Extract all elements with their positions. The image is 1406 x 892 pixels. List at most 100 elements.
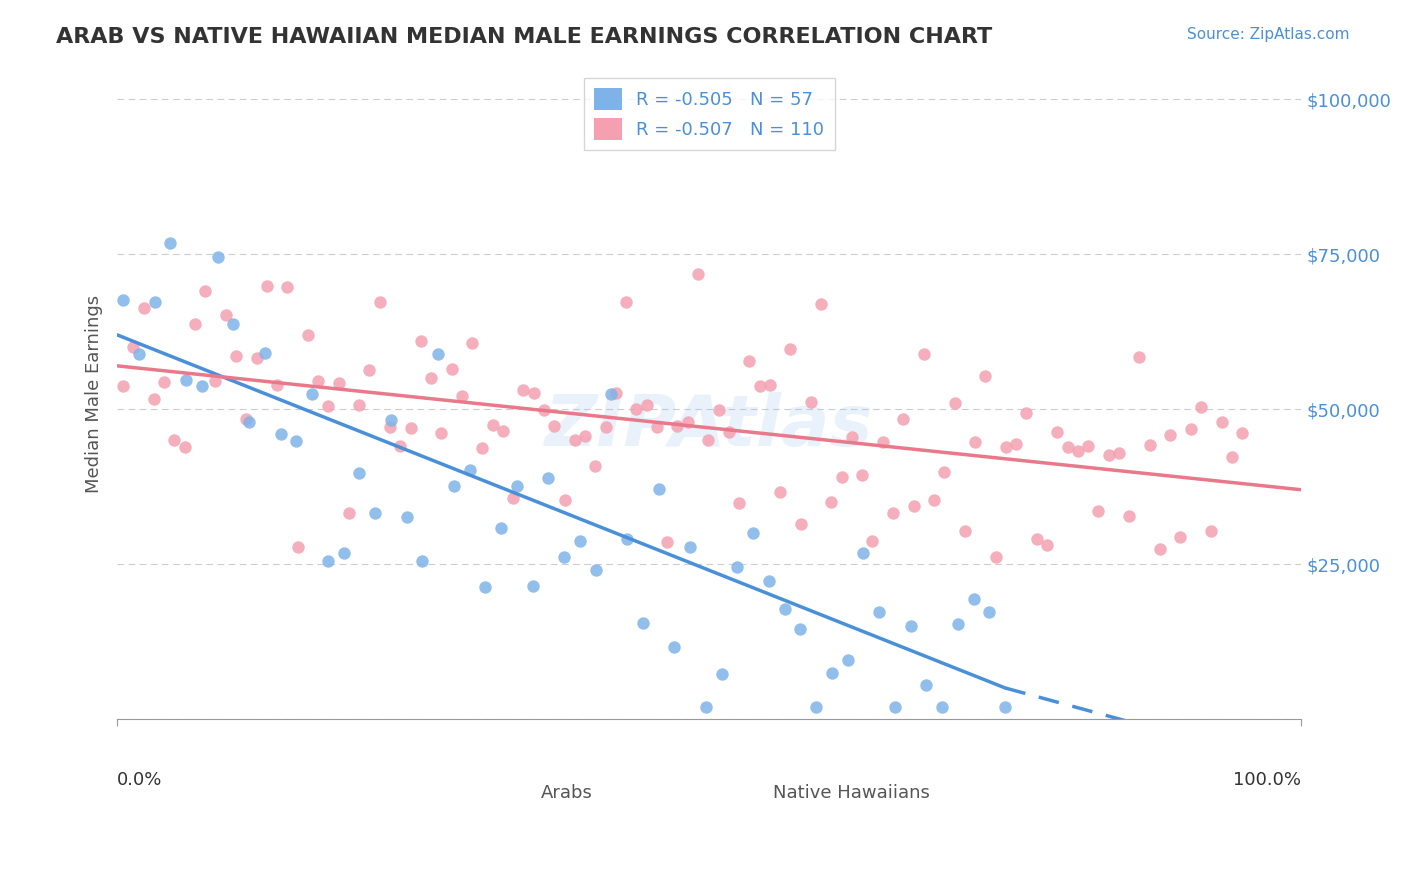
Point (616, 532, 638, 546)
Point (657, 535, 679, 549)
Point (636, 398, 658, 412)
Point (943, 396, 966, 410)
Y-axis label: Median Male Earnings: Median Male Earnings (86, 294, 103, 492)
Point (1015, 406, 1038, 420)
Point (122, 340, 145, 354)
Point (600, 386, 623, 401)
Point (316, 554, 339, 568)
Point (489, 521, 512, 535)
Point (1067, 443, 1090, 458)
Point (307, 375, 329, 389)
Point (112, 293, 135, 308)
Point (994, 441, 1017, 455)
Point (301, 387, 323, 401)
Point (194, 284, 217, 298)
Point (378, 419, 401, 434)
Point (872, 434, 894, 449)
Point (831, 469, 853, 483)
Point (368, 294, 391, 309)
Point (1005, 437, 1028, 451)
Point (882, 506, 904, 520)
Point (810, 297, 832, 311)
Point (337, 506, 360, 520)
Point (773, 602, 796, 616)
Point (297, 327, 319, 342)
Point (458, 463, 481, 477)
Point (707, 403, 730, 417)
Point (979, 606, 1001, 620)
Point (984, 550, 1007, 565)
Point (163, 434, 186, 448)
Point (963, 591, 986, 606)
Point (512, 383, 534, 397)
Point (695, 699, 717, 714)
Point (225, 349, 247, 363)
Point (253, 346, 276, 360)
Point (769, 484, 792, 499)
Point (789, 517, 811, 532)
Point (1087, 503, 1109, 517)
Point (222, 317, 245, 331)
Point (717, 425, 740, 439)
Point (554, 493, 576, 508)
Point (900, 619, 922, 633)
Point (1199, 524, 1222, 538)
Point (837, 652, 859, 666)
Point (806, 699, 828, 714)
Point (1189, 401, 1212, 415)
Point (359, 363, 381, 377)
Point (1077, 439, 1099, 453)
Point (204, 374, 226, 388)
Point (862, 533, 884, 548)
Point (922, 492, 945, 507)
Point (191, 379, 214, 393)
Point (347, 398, 370, 412)
Point (664, 640, 686, 655)
Point (318, 400, 340, 414)
Point (647, 482, 669, 496)
Point (430, 425, 453, 440)
Point (1180, 422, 1202, 436)
Point (285, 434, 308, 448)
Point (931, 699, 953, 714)
Point (1211, 415, 1233, 429)
Point (891, 411, 914, 425)
Point (574, 429, 596, 443)
Point (946, 616, 969, 631)
Point (399, 420, 422, 434)
Point (266, 377, 288, 392)
Point (903, 499, 925, 513)
Point (965, 434, 987, 449)
Point (974, 368, 997, 383)
Point (143, 294, 166, 309)
Point (1056, 440, 1078, 454)
Point (1025, 532, 1047, 546)
Point (915, 678, 938, 692)
Point (585, 563, 607, 577)
Point (522, 579, 544, 593)
Point (245, 351, 267, 365)
Point (349, 466, 371, 480)
Text: ARAB VS NATIVE HAWAIIAN MEDIAN MALE EARNINGS CORRELATION CHART: ARAB VS NATIVE HAWAIIAN MEDIAN MALE EARN… (56, 27, 993, 46)
Point (738, 354, 761, 368)
Point (235, 412, 257, 426)
Point (409, 334, 432, 348)
Text: Native Hawaiians: Native Hawaiians (773, 784, 929, 802)
Point (789, 622, 811, 636)
Point (852, 546, 875, 560)
Point (666, 419, 689, 434)
Point (884, 699, 907, 714)
Point (934, 466, 956, 480)
Point (364, 506, 387, 520)
Point (841, 429, 863, 443)
Point (492, 424, 515, 438)
Point (256, 279, 278, 293)
Point (174, 373, 197, 387)
Point (868, 605, 890, 619)
Point (583, 458, 606, 473)
Point (727, 560, 749, 574)
Point (276, 279, 298, 293)
Point (215, 308, 238, 322)
Point (543, 419, 565, 434)
Point (676, 415, 699, 429)
